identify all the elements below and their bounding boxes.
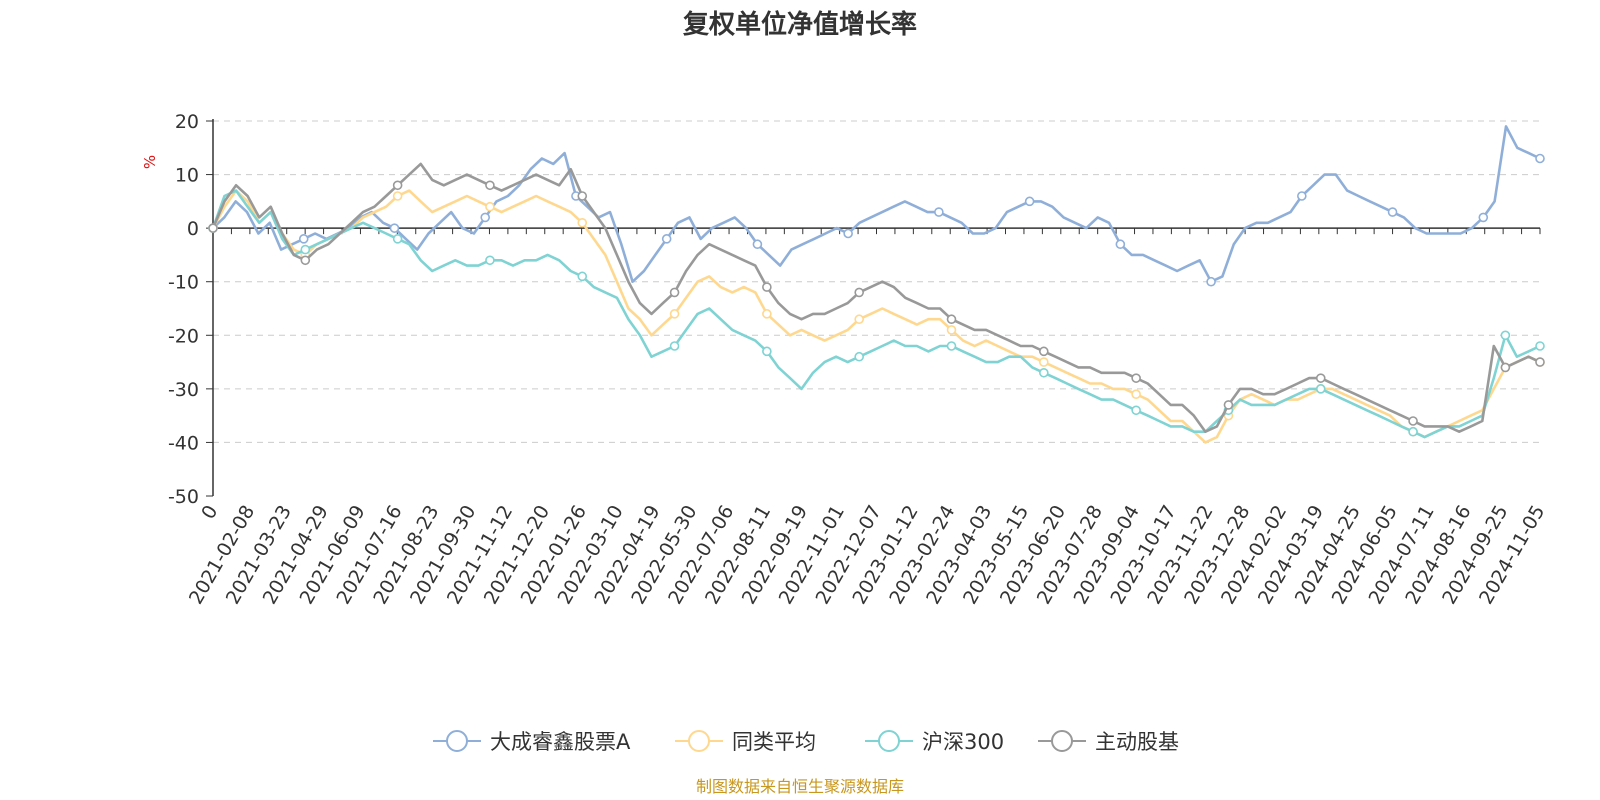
series-point-2-64 — [946, 341, 957, 351]
series-point-0-40 — [661, 234, 672, 244]
series-point-1-64 — [946, 325, 957, 335]
series-point-0-104 — [1387, 207, 1398, 217]
series-point-0-8 — [298, 234, 309, 244]
series-point-2-40 — [669, 341, 680, 351]
series-point-3-32 — [577, 191, 588, 201]
legend-swatch-circle-3 — [1051, 730, 1073, 752]
series-point-2-104 — [1408, 426, 1418, 437]
legend-item-2[interactable]: 沪深300 — [865, 730, 1004, 754]
series-point-1-72 — [1039, 357, 1049, 367]
series-point-3-8 — [300, 255, 311, 266]
series-point-1-80 — [1131, 389, 1141, 400]
legend-label-1: 同类平均 — [732, 730, 816, 754]
series-point-0-88 — [1206, 276, 1216, 287]
series-point-3-last — [1535, 357, 1545, 367]
legend: 大成睿鑫股票A 同类平均 沪深300 主动股基 — [433, 730, 1179, 754]
series-point-1-16 — [392, 191, 403, 201]
series-point-0-64 — [934, 207, 944, 217]
legend-swatch-circle-1 — [688, 730, 710, 752]
series-point-3-80 — [1131, 373, 1141, 383]
series-point-3-72 — [1039, 346, 1049, 357]
series-point-3-24 — [485, 180, 495, 191]
series-point-2-112 — [1500, 330, 1511, 341]
series-point-3-64 — [946, 314, 957, 325]
series-point-0-56 — [843, 228, 853, 239]
gridlines — [213, 120, 1540, 443]
series-point-2-72 — [1039, 367, 1049, 378]
y-tick-label-0: 20 — [175, 111, 199, 133]
chart-title: 复权单位净值增长率 — [683, 9, 917, 40]
series-point-2-32 — [577, 271, 588, 282]
series-point-1-56 — [854, 314, 864, 325]
series-point-0-80 — [1115, 239, 1126, 250]
legend-label-3: 主动股基 — [1095, 730, 1179, 754]
series-point-2-24 — [485, 255, 495, 266]
legend-label-2: 沪深300 — [922, 730, 1004, 754]
y-tick-label-4: -20 — [168, 325, 199, 347]
series-point-1-24 — [485, 201, 495, 212]
series-point-3-48 — [762, 282, 772, 292]
legend-label-0: 大成睿鑫股票A — [490, 730, 631, 754]
series-point-0-112 — [1478, 212, 1489, 223]
source-note: 制图数据来自恒生聚源数据库 — [696, 777, 904, 796]
y-tick-label-3: -10 — [168, 272, 199, 294]
x-axis: 02021-02-082021-03-232021-04-292021-06-0… — [185, 227, 1549, 608]
y-tick-label-6: -40 — [168, 432, 199, 454]
y-tick-label-1: 10 — [175, 165, 199, 187]
y-axis-unit: % — [141, 155, 159, 169]
series-line-0 — [212, 125, 1541, 283]
series-point-2-8 — [300, 244, 311, 255]
y-tick-label-7: -50 — [168, 486, 199, 508]
series-point-3-56 — [854, 287, 864, 298]
series-point-3-88 — [1223, 400, 1234, 410]
series-point-2-56 — [854, 351, 864, 362]
y-tick-label-2: 0 — [187, 218, 199, 240]
series-point-1-40 — [669, 309, 680, 319]
series-point-2-48 — [762, 346, 772, 357]
series-point-3-112 — [1500, 362, 1511, 373]
legend-item-1[interactable]: 同类平均 — [675, 730, 816, 754]
y-tick-label-5: -30 — [168, 379, 199, 401]
series-point-2-80 — [1131, 405, 1141, 416]
legend-item-3[interactable]: 主动股基 — [1038, 730, 1179, 754]
series-point-0-16 — [389, 223, 400, 233]
series-point-2-last — [1535, 341, 1545, 351]
series-point-0-48 — [752, 239, 763, 250]
series-point-2-96 — [1315, 384, 1326, 394]
series-point-3-96 — [1315, 373, 1326, 383]
legend-swatch-circle-0 — [446, 730, 468, 752]
legend-swatch-circle-2 — [878, 730, 900, 752]
series-point-0-24 — [480, 212, 491, 223]
x-tick-label-0: 0 — [197, 502, 222, 523]
series-point-2-16 — [392, 234, 403, 244]
series-point-1-32 — [577, 217, 588, 228]
series-lines — [208, 125, 1545, 444]
series-point-0-72 — [1024, 196, 1035, 207]
series-point-3-40 — [669, 287, 680, 298]
series-point-3-16 — [392, 180, 403, 191]
series-point-1-48 — [762, 309, 772, 319]
series-point-3-104 — [1408, 416, 1418, 426]
series-point-0-96 — [1297, 191, 1307, 201]
legend-item-0[interactable]: 大成睿鑫股票A — [433, 730, 631, 754]
y-axis: 20 10 0 -10 -20 -30 -40 -50 — [168, 111, 214, 508]
series-point-3-0 — [208, 223, 218, 233]
series-point-0-last — [1535, 153, 1545, 164]
